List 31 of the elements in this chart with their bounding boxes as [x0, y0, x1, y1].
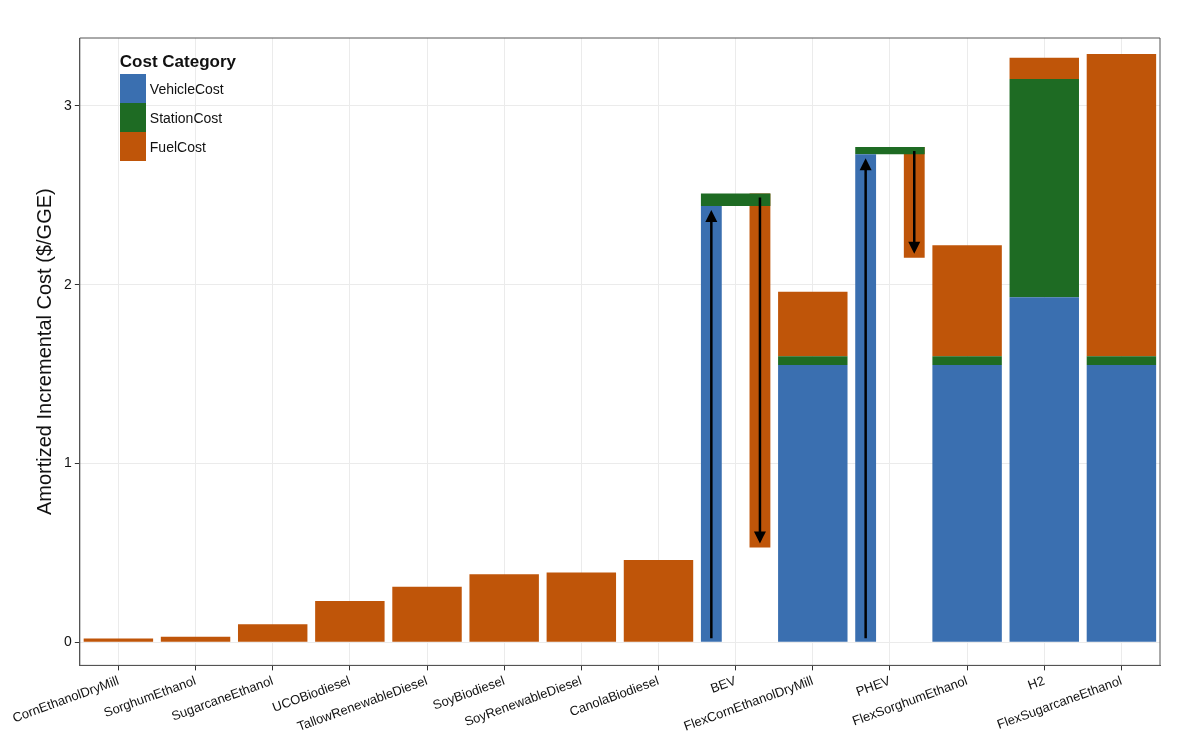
- y-tick-label: 2: [64, 275, 73, 292]
- bar: [855, 147, 925, 155]
- bar: [623, 559, 694, 642]
- legend-label: VehicleCost: [149, 80, 224, 97]
- bar: [700, 193, 771, 207]
- bar: [83, 638, 154, 642]
- bar: [160, 636, 231, 642]
- y-tick-label: 1: [64, 454, 73, 471]
- bar: [546, 572, 617, 642]
- bar: [1009, 297, 1079, 642]
- bar: [1009, 79, 1079, 298]
- y-tick-label: 0: [64, 633, 73, 650]
- bar: [778, 356, 848, 366]
- bar: [237, 624, 308, 642]
- bar: [1086, 54, 1157, 357]
- legend-label: FuelCost: [149, 138, 206, 155]
- bar: [1086, 365, 1157, 642]
- bar: [1009, 57, 1079, 80]
- bar: [932, 245, 1002, 357]
- bar: [778, 291, 848, 357]
- bar: [932, 365, 1002, 642]
- y-tick-label: 3: [64, 96, 73, 113]
- legend-label: StationCost: [149, 109, 223, 126]
- bar: [1086, 356, 1157, 366]
- bar: [392, 586, 462, 642]
- y-axis-title: Amortized Incremental Cost ($/GGE): [32, 188, 55, 516]
- bar: [469, 574, 539, 642]
- legend-title: Cost Category: [119, 52, 236, 72]
- bar: [932, 356, 1002, 366]
- bar: [315, 601, 385, 642]
- bar: [778, 365, 848, 642]
